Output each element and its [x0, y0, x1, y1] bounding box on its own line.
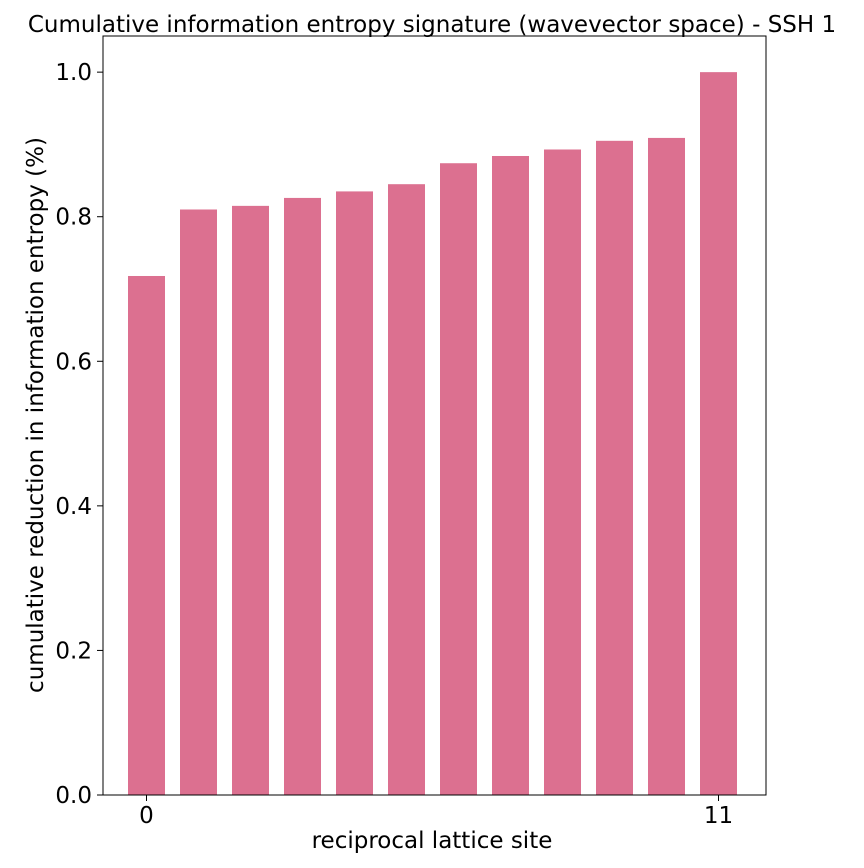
bar-11 — [700, 72, 737, 795]
plot-frame — [102, 35, 767, 796]
y-axis: 0.0 0.2 0.4 0.6 0.8 1.0 — [55, 60, 103, 809]
bar-7 — [492, 155, 529, 796]
bars-layer — [128, 72, 737, 796]
x-tick-label: 11 — [704, 803, 733, 829]
y-tick-label: 0.0 — [55, 783, 92, 809]
chart-title: Cumulative information entropy signature… — [28, 12, 836, 38]
x-axis-label: reciprocal lattice site — [312, 828, 553, 854]
bar-5 — [388, 184, 425, 795]
bar-6 — [440, 163, 477, 796]
y-tick-label: 0.2 — [55, 638, 92, 664]
bar-10 — [648, 137, 685, 796]
bar-2 — [232, 205, 269, 795]
y-tick-label: 1.0 — [55, 60, 92, 86]
x-tick-label: 0 — [139, 803, 154, 829]
bar-4 — [336, 191, 373, 795]
y-tick-label: 0.4 — [55, 494, 92, 520]
y-tick-label: 0.8 — [55, 205, 92, 231]
bar-8 — [544, 149, 581, 796]
y-axis-label: cumulative reduction in information entr… — [23, 137, 49, 693]
y-tick-label: 0.6 — [55, 349, 92, 375]
bar-0 — [128, 275, 165, 795]
bar-3 — [284, 197, 321, 796]
bar-9 — [596, 140, 633, 795]
bar-1 — [180, 209, 217, 796]
x-axis: 0 11 — [139, 795, 733, 829]
